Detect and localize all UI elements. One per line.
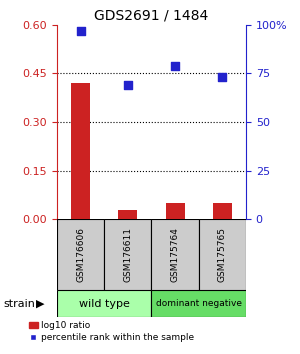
Text: GSM176606: GSM176606 [76,227,85,282]
Point [78,28,83,33]
Bar [152,219,199,290]
Text: GSM175764: GSM175764 [171,227,180,282]
Text: GSM176611: GSM176611 [123,227,132,282]
Text: GSM175765: GSM175765 [218,227,227,282]
Text: dominant negative: dominant negative [156,299,242,308]
Bar [152,290,246,317]
Bar [213,203,232,219]
Text: wild type: wild type [79,298,130,309]
Bar [57,219,104,290]
Point [125,82,130,88]
Text: ▶: ▶ [36,298,45,309]
Point [220,74,225,80]
Text: strain: strain [3,298,35,309]
Bar [104,219,152,290]
Point [173,63,178,68]
Title: GDS2691 / 1484: GDS2691 / 1484 [94,8,208,22]
Bar [166,203,184,219]
Bar [71,83,90,219]
Legend: log10 ratio, percentile rank within the sample: log10 ratio, percentile rank within the … [28,321,194,342]
Bar [57,290,152,317]
Bar [118,210,137,219]
Bar [199,219,246,290]
